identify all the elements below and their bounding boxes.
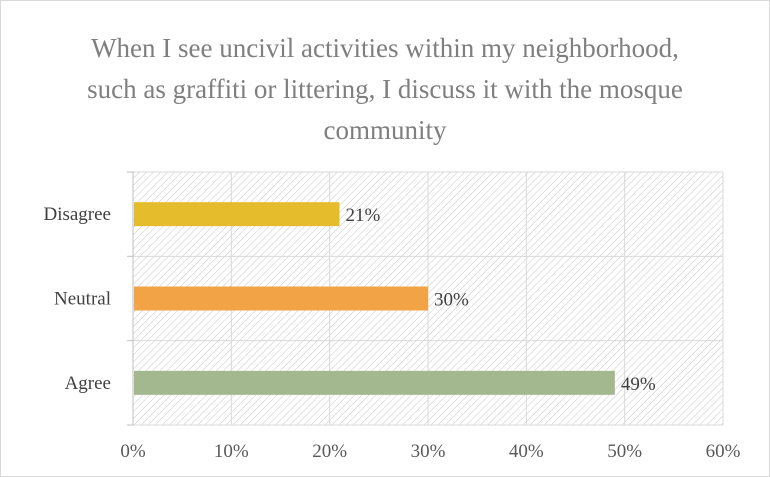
x-tick-label: 40% xyxy=(509,441,544,462)
data-label: 30% xyxy=(434,290,469,311)
x-tick-label: 10% xyxy=(214,441,249,462)
bar-neutral xyxy=(134,286,428,311)
bar-disagree xyxy=(134,202,340,227)
category-label: Disagree xyxy=(43,204,111,225)
category-label: Agree xyxy=(65,373,111,394)
x-tick-label: 50% xyxy=(607,441,642,462)
category-label: Neutral xyxy=(54,289,111,310)
bar-agree xyxy=(134,370,615,395)
bars xyxy=(134,202,615,395)
labels: 0% 10% 20% 30% 40% 50% 60% Disagree 21% Neutral 30… xyxy=(43,204,740,462)
x-tick-label: 20% xyxy=(312,441,347,462)
data-label: 21% xyxy=(346,205,381,226)
x-tick-label: 30% xyxy=(411,441,446,462)
x-tick-label: 0% xyxy=(120,441,146,462)
x-tick-label: 60% xyxy=(706,441,741,462)
data-label: 49% xyxy=(621,374,656,395)
chart-title: When I see uncivil activities within my … xyxy=(87,33,683,145)
